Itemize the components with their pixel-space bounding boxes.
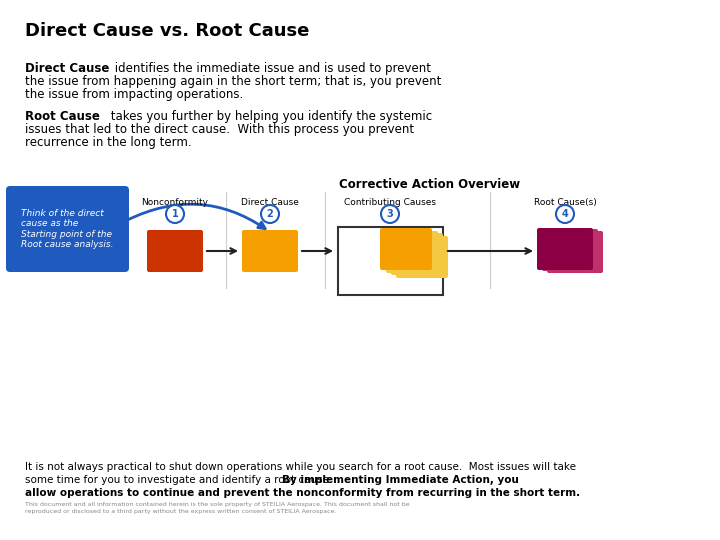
Text: 1: 1: [171, 209, 179, 219]
Text: identifies the immediate issue and is used to prevent: identifies the immediate issue and is us…: [111, 62, 431, 75]
FancyBboxPatch shape: [6, 186, 129, 272]
Text: 3: 3: [387, 209, 393, 219]
Text: recurrence in the long term.: recurrence in the long term.: [25, 136, 192, 149]
Text: Direct Cause: Direct Cause: [25, 62, 109, 75]
FancyBboxPatch shape: [147, 230, 203, 272]
Text: Nonconformity: Nonconformity: [142, 198, 209, 207]
FancyBboxPatch shape: [537, 228, 593, 270]
Text: Root Cause(s): Root Cause(s): [534, 198, 596, 207]
Text: takes you further by helping you identify the systemic: takes you further by helping you identif…: [107, 110, 432, 123]
FancyArrowPatch shape: [127, 204, 265, 228]
Text: Contributing Causes: Contributing Causes: [344, 198, 436, 207]
Text: allow operations to continue and prevent the nonconformity from recurring in the: allow operations to continue and prevent…: [25, 488, 580, 498]
Text: Corrective Action Overview: Corrective Action Overview: [339, 178, 521, 191]
Circle shape: [381, 205, 399, 223]
FancyBboxPatch shape: [542, 229, 598, 271]
Text: 2: 2: [266, 209, 274, 219]
Text: some time for you to investigate and identify a root cause.: some time for you to investigate and ide…: [25, 475, 336, 485]
Bar: [338, 227, 443, 295]
Text: 4: 4: [562, 209, 568, 219]
FancyBboxPatch shape: [380, 228, 432, 270]
Text: Root Cause: Root Cause: [25, 110, 100, 123]
Text: It is not always practical to shut down operations while you search for a root c: It is not always practical to shut down …: [25, 462, 576, 472]
Text: the issue from happening again in the short term; that is, you prevent: the issue from happening again in the sh…: [25, 75, 441, 88]
FancyBboxPatch shape: [242, 230, 298, 272]
FancyBboxPatch shape: [547, 231, 603, 273]
FancyBboxPatch shape: [391, 233, 443, 275]
Text: the issue from impacting operations.: the issue from impacting operations.: [25, 88, 243, 101]
Text: Direct Cause vs. Root Cause: Direct Cause vs. Root Cause: [25, 22, 310, 40]
Circle shape: [261, 205, 279, 223]
Text: Think of the direct
cause as the
Starting point of the
Root cause analysis.: Think of the direct cause as the Startin…: [22, 209, 114, 249]
Circle shape: [556, 205, 574, 223]
Text: By implementing Immediate Action, you: By implementing Immediate Action, you: [282, 475, 518, 485]
Text: This document and all information contained herein is the sole property of STEIL: This document and all information contai…: [25, 502, 410, 507]
FancyBboxPatch shape: [386, 231, 438, 273]
Text: Direct Cause: Direct Cause: [241, 198, 299, 207]
Text: issues that led to the direct cause.  With this process you prevent: issues that led to the direct cause. Wit…: [25, 123, 414, 136]
Text: reproduced or disclosed to a third party without the express written consent of : reproduced or disclosed to a third party…: [25, 509, 336, 514]
Circle shape: [166, 205, 184, 223]
FancyBboxPatch shape: [396, 236, 448, 278]
